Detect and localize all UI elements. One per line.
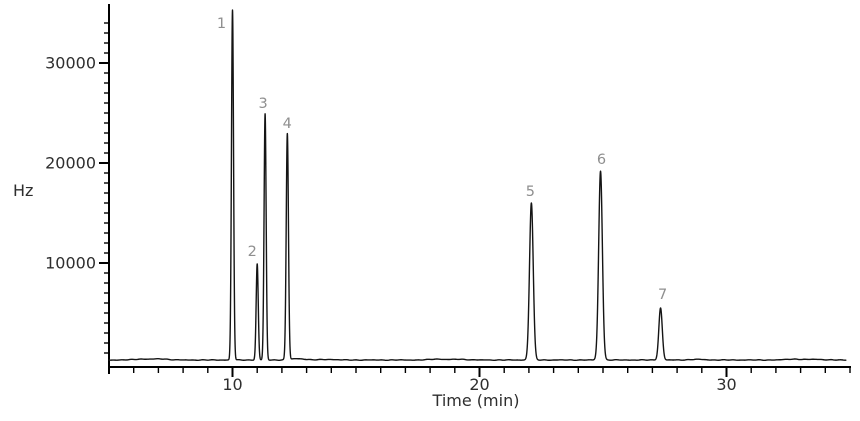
y-tick-label: 30000 <box>45 54 96 73</box>
x-tick-label: 20 <box>469 375 489 394</box>
peak-label: 4 <box>283 116 292 132</box>
peak-label: 5 <box>526 184 535 200</box>
peak-label: 6 <box>597 152 606 168</box>
peak-label: 2 <box>248 244 257 260</box>
y-tick-label: 10000 <box>45 254 96 273</box>
y-axis-title: Hz <box>13 181 33 200</box>
peak-labels: 1 2 34 5 6 7 <box>217 16 667 303</box>
x-axis-title: Time (min) <box>432 391 520 410</box>
peak-label: 1 <box>217 16 226 32</box>
y-tick-label: 20000 <box>45 154 96 173</box>
peak-label: 7 <box>658 287 667 303</box>
chromatogram-trace <box>108 9 847 362</box>
peak-label: 3 <box>258 96 267 112</box>
axes: 10000 20000 30000 10 20 30 <box>45 4 851 394</box>
x-tick-label: 30 <box>716 375 736 394</box>
x-tick-label: 10 <box>222 375 242 394</box>
